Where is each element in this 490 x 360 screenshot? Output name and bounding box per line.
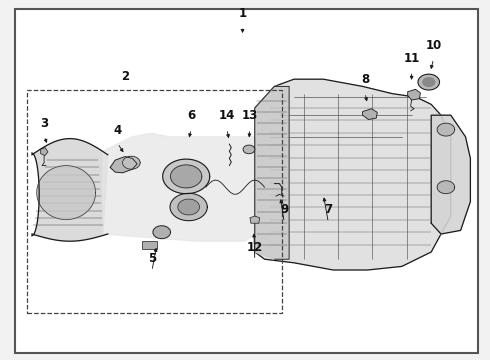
Polygon shape [418,74,440,90]
Text: 12: 12 [246,241,263,254]
Text: 8: 8 [361,73,369,86]
Polygon shape [255,79,451,270]
Polygon shape [408,89,420,100]
Polygon shape [110,157,137,173]
Polygon shape [431,115,470,234]
Text: 3: 3 [40,117,48,130]
Text: 14: 14 [219,109,235,122]
Text: 10: 10 [425,39,442,52]
Polygon shape [170,193,207,221]
Polygon shape [437,181,455,194]
Text: 9: 9 [280,203,288,216]
Polygon shape [153,226,171,239]
Bar [142,241,157,249]
Polygon shape [171,165,202,188]
Polygon shape [437,123,455,136]
Polygon shape [163,159,210,194]
Polygon shape [250,216,260,223]
Bar [27,90,282,313]
Polygon shape [178,199,199,215]
Polygon shape [423,78,435,86]
Polygon shape [103,133,255,241]
Polygon shape [41,148,48,156]
Text: 6: 6 [187,109,195,122]
Text: 2: 2 [121,70,129,83]
Polygon shape [255,86,289,259]
Polygon shape [32,139,108,241]
Polygon shape [122,156,140,169]
Text: 11: 11 [403,52,420,65]
Text: 13: 13 [242,109,258,122]
Circle shape [243,145,255,154]
Text: 7: 7 [324,203,332,216]
Text: 1: 1 [239,7,246,20]
Text: 4: 4 [114,124,122,137]
Polygon shape [363,109,377,120]
Polygon shape [37,166,96,220]
Text: 5: 5 [148,252,156,265]
